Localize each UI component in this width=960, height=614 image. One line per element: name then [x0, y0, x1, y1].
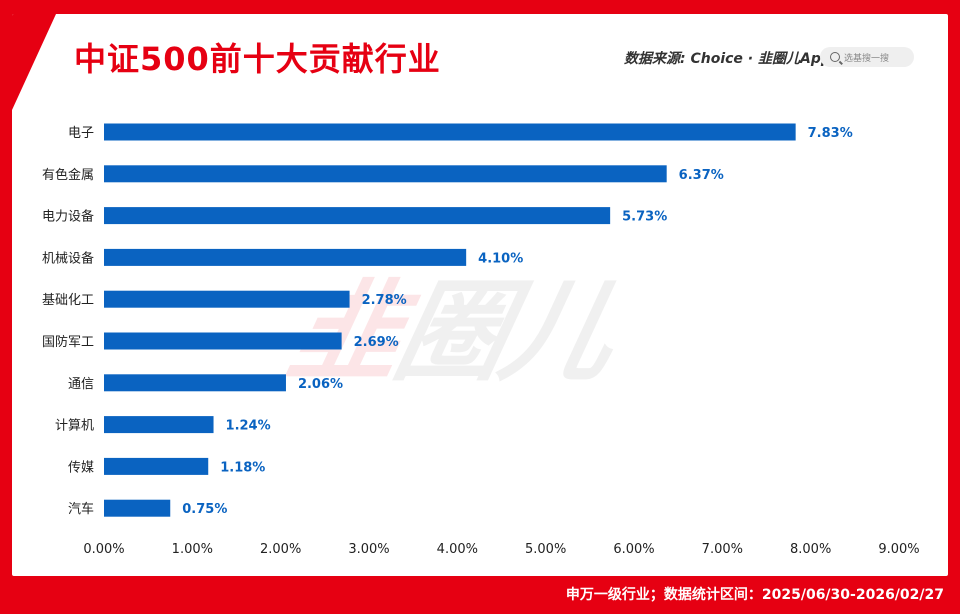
- value-label: 0.75%: [182, 502, 227, 517]
- category-label: 计算机: [55, 419, 94, 434]
- search-box[interactable]: 选基搜一搜: [820, 47, 914, 67]
- x-tick-label: 6.00%: [613, 542, 654, 557]
- value-label: 2.69%: [354, 335, 399, 350]
- category-label: 机械设备: [42, 250, 94, 266]
- value-label: 6.37%: [679, 168, 724, 183]
- category-label: 国防军工: [42, 334, 94, 350]
- category-label: 电力设备: [42, 209, 94, 225]
- value-label: 2.06%: [298, 377, 343, 392]
- x-tick-label: 3.00%: [348, 542, 389, 557]
- category-label: 汽车: [68, 501, 94, 517]
- category-label: 传媒: [68, 460, 94, 475]
- category-label: 有色金属: [42, 167, 94, 183]
- bar: [104, 207, 611, 225]
- footer-note: 申万一级行业；数据统计区间：2025/06/30-2026/02/27: [565, 587, 944, 603]
- brand-name: 韭圈儿App: [758, 51, 831, 67]
- bar: [104, 290, 350, 308]
- bar: [104, 416, 214, 434]
- x-tick-label: 2.00%: [260, 542, 301, 557]
- bar: [104, 248, 467, 266]
- source-label: 数据来源: Choice ·: [624, 51, 758, 67]
- search-placeholder: 选基搜一搜: [844, 53, 890, 64]
- x-tick-label: 7.00%: [702, 542, 743, 557]
- x-tick-label: 4.00%: [437, 542, 478, 557]
- corner-accent: [12, 14, 56, 110]
- category-label: 电子: [68, 126, 94, 141]
- category-label: 基础化工: [42, 293, 94, 308]
- value-label: 4.10%: [478, 251, 523, 266]
- bar: [104, 332, 342, 350]
- x-tick-label: 5.00%: [525, 542, 566, 557]
- value-label: 2.78%: [362, 293, 407, 308]
- value-label: 1.18%: [220, 460, 265, 475]
- chart-title: 中证500前十大贡献行业: [74, 40, 441, 78]
- bar: [104, 374, 286, 392]
- value-label: 5.73%: [622, 210, 667, 225]
- x-tick-label: 0.00%: [83, 542, 124, 557]
- x-tick-label: 9.00%: [878, 542, 919, 557]
- bar: [104, 499, 171, 517]
- data-source: 数据来源: Choice · 韭圈儿App: [624, 48, 831, 68]
- bar: [104, 165, 667, 183]
- value-label: 7.83%: [808, 126, 853, 141]
- x-tick-label: 8.00%: [790, 542, 831, 557]
- category-label: 通信: [68, 377, 94, 392]
- bar: [104, 457, 209, 475]
- bar: [104, 123, 796, 141]
- value-label: 1.24%: [226, 419, 271, 434]
- x-tick-label: 1.00%: [172, 542, 213, 557]
- search-icon: [830, 52, 840, 62]
